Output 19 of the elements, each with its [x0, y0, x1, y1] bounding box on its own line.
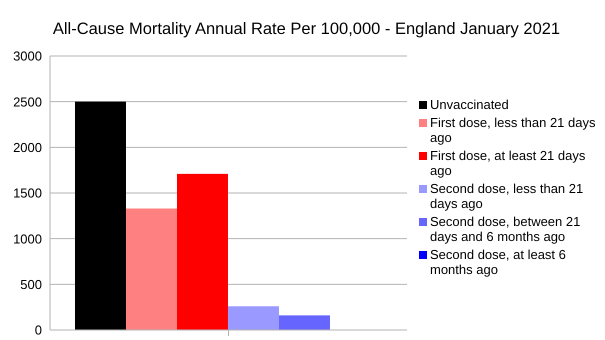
bar	[278, 315, 330, 330]
legend-label: Unvaccinated	[430, 96, 509, 112]
legend-label: First dose, less than 21 days ago	[430, 114, 596, 144]
y-tick-label: 1500	[13, 186, 42, 201]
bar	[126, 208, 177, 330]
y-tick-label: 0	[34, 322, 42, 338]
y-tick-label: 2500	[13, 94, 42, 110]
bar	[74, 102, 126, 330]
legend-label: First dose, at least 21 days ago	[430, 148, 586, 178]
legend-label: Second dose, less than 21 days ago	[430, 180, 584, 210]
legend-label: Second dose, between 21 days and 6 months ago	[430, 214, 582, 244]
y-tick-label: 3000	[13, 48, 42, 64]
y-tick-label: 500	[20, 276, 42, 292]
legend-label: Second dose, at least 6 months ago	[430, 246, 567, 276]
bar	[176, 174, 228, 330]
y-tick-label: 1000	[13, 231, 42, 246]
chart-title: All-Cause Mortality Annual Rate Per 100,000 - England January 2021	[52, 19, 562, 38]
y-tick-label: 2000	[13, 140, 42, 155]
bar	[228, 306, 279, 330]
